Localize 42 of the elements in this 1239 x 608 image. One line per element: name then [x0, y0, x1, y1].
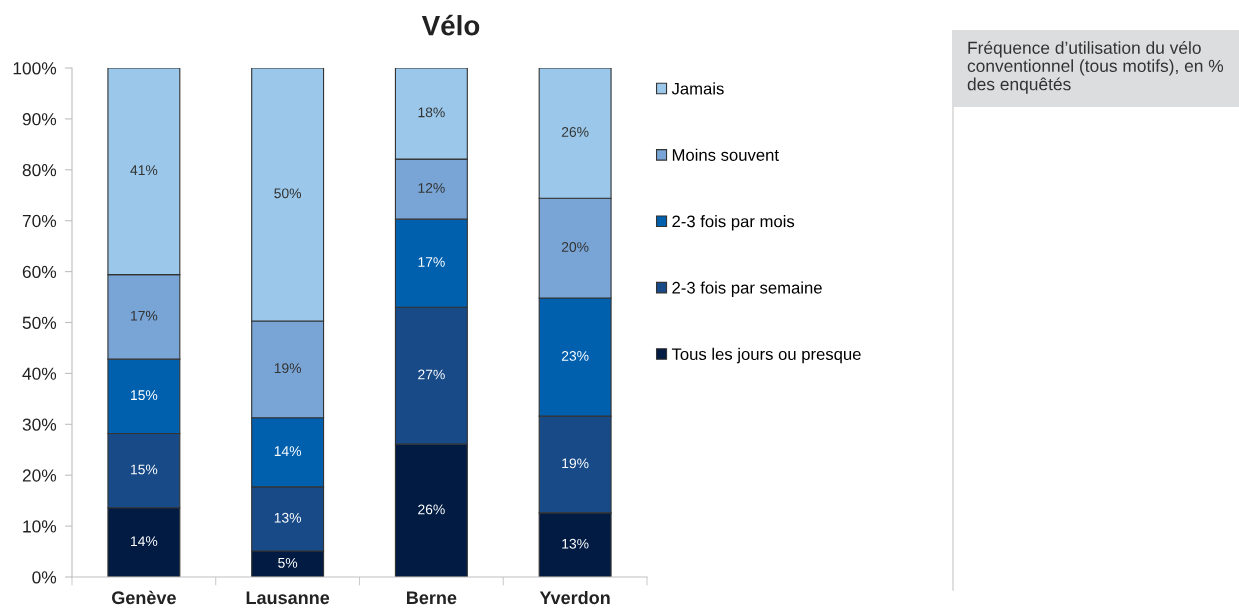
data-label: 12% [418, 183, 445, 193]
x-tick-label: Lausanne [246, 591, 330, 605]
data-label: 19% [274, 363, 302, 374]
y-tick-label: 0% [32, 571, 57, 584]
data-label: 23% [561, 351, 589, 361]
legend-label: 2-3 fois par mois [672, 215, 795, 231]
x-tick-label: Yverdon [539, 590, 610, 605]
y-tick-label: 10% [23, 520, 57, 533]
data-label: 18% [418, 107, 445, 118]
y-tick-label: 70% [22, 214, 57, 228]
y-tick-label: 90% [22, 113, 57, 126]
data-label: 50% [274, 188, 302, 199]
data-label: 14% [274, 446, 302, 456]
legend-label: 2-3 fois par semaine [672, 281, 822, 297]
data-label: 13% [274, 512, 302, 523]
y-tick-label: 50% [22, 316, 57, 329]
data-label: 41% [130, 165, 158, 175]
data-label: 15% [131, 390, 158, 401]
data-label: 27% [418, 369, 445, 380]
data-label: 17% [131, 310, 158, 321]
text: Fréquence d’utilisation du vélo conventionnel (tous motifs), en % des enquêtés [967, 41, 1224, 94]
data-label: 15% [131, 464, 158, 475]
data-label: 17% [418, 257, 445, 267]
y-tick-label: 100% [13, 62, 57, 75]
data-label: 20% [561, 242, 589, 252]
data-label: 26% [418, 504, 445, 515]
data-label: 14% [131, 536, 158, 547]
data-label: 26% [561, 127, 589, 137]
y-tick-label: 30% [22, 418, 57, 431]
x-tick-label: Genève [112, 590, 176, 605]
legend-label: Moins souvent [672, 148, 779, 161]
legend-label: Jamais [671, 82, 724, 95]
y-tick-label: 20% [22, 469, 57, 482]
chart-title: Vélo [421, 14, 480, 36]
legend-label: Tous les jours ou presque [671, 347, 861, 364]
data-label: 5% [278, 557, 298, 568]
y-tick-label: 60% [22, 265, 57, 279]
x-tick-label: Berne [406, 591, 457, 605]
data-label: 13% [562, 538, 589, 549]
data-label: 19% [562, 458, 589, 469]
y-tick-label: 40% [22, 367, 57, 380]
y-tick-label: 80% [22, 163, 57, 177]
